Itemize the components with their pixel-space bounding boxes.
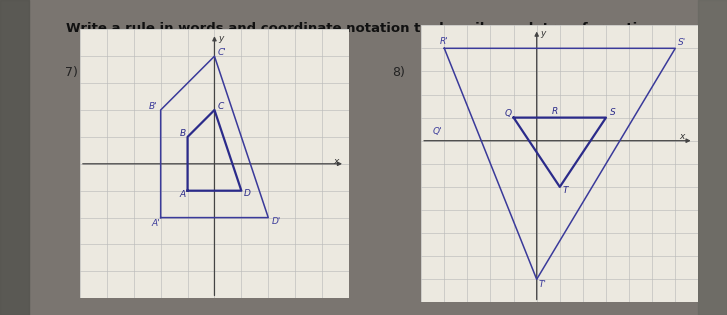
Text: Write a rule in words and coordinate notation to describe each transformation.: Write a rule in words and coordinate not… <box>66 22 661 35</box>
Text: T': T' <box>539 280 547 289</box>
Text: Q: Q <box>505 109 512 118</box>
Text: R': R' <box>440 37 449 46</box>
Text: A': A' <box>151 219 160 228</box>
Text: 7): 7) <box>65 66 79 79</box>
Text: y: y <box>219 34 224 43</box>
Text: x: x <box>679 132 684 141</box>
Text: C': C' <box>217 48 226 57</box>
Text: D: D <box>244 189 251 198</box>
Text: 8): 8) <box>393 66 406 79</box>
Text: S: S <box>609 108 615 117</box>
Text: A: A <box>180 191 185 199</box>
Text: D': D' <box>271 217 281 226</box>
Text: Q': Q' <box>433 127 442 136</box>
Text: B: B <box>180 129 185 138</box>
Text: B': B' <box>148 102 157 111</box>
Text: T: T <box>563 186 568 195</box>
Text: x: x <box>333 157 338 166</box>
Text: S': S' <box>678 38 686 47</box>
Text: y: y <box>540 29 545 37</box>
Text: R: R <box>552 107 558 116</box>
Text: C: C <box>217 102 223 111</box>
